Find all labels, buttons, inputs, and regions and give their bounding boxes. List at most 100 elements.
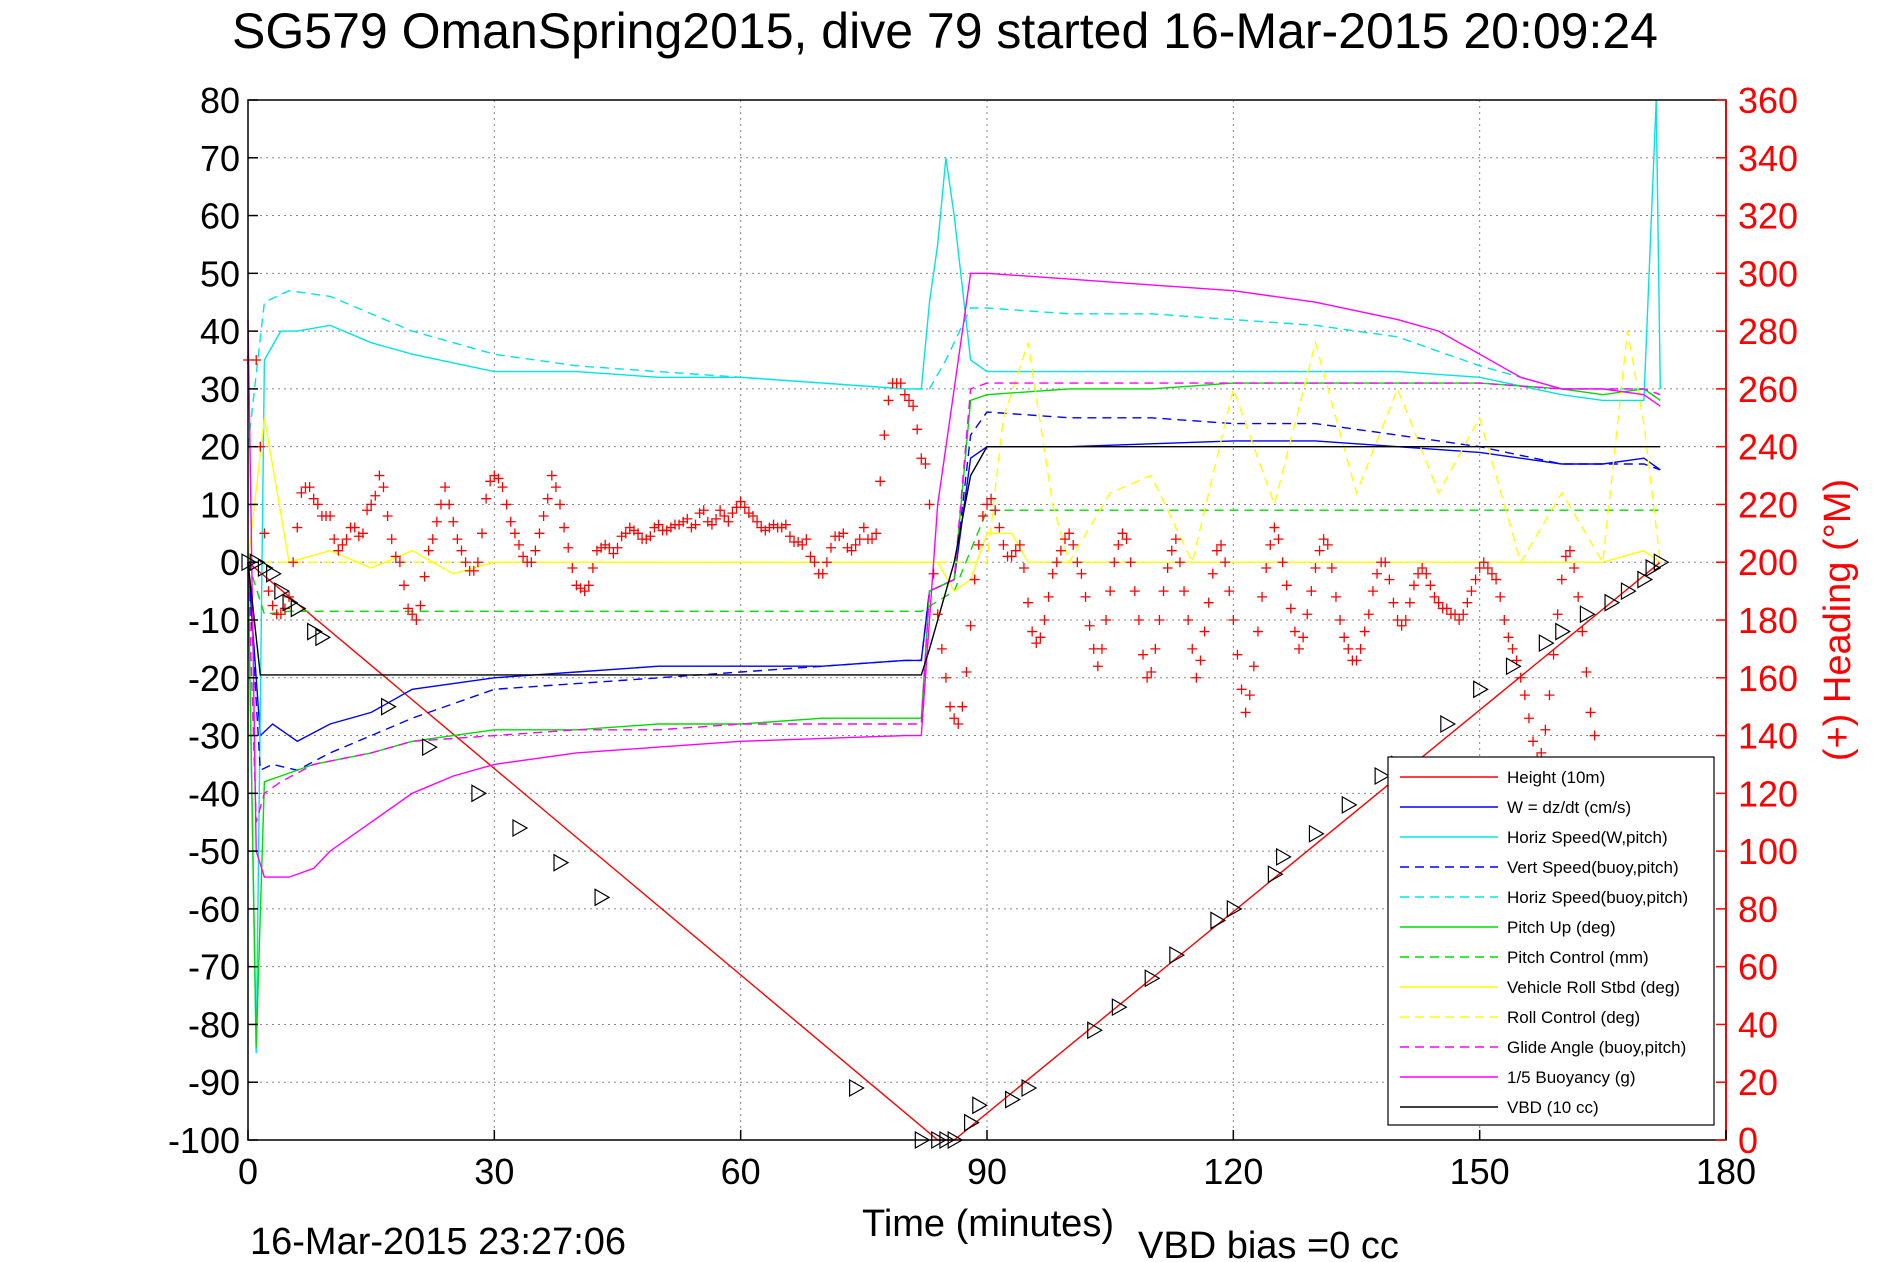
height-marker: [849, 1078, 865, 1098]
x-tick-label: 120: [1203, 1151, 1263, 1192]
heading-point: [846, 545, 857, 556]
height-marker: [1276, 847, 1292, 866]
heading-point: [1027, 626, 1038, 637]
heading-point: [349, 522, 360, 533]
heading-point: [1068, 539, 1079, 550]
height-marker: [1473, 680, 1489, 699]
heading-point: [903, 395, 914, 406]
y-axis-left: 80 70 60 50 40 30 20 10 0 -10 -20 -30 -40 -50 -60 -70 -8…: [168, 80, 258, 1161]
legend-label: Height (10m): [1507, 768, 1605, 787]
heading-point: [534, 528, 545, 539]
legend-label: Roll Control (deg): [1507, 1008, 1640, 1027]
heading-point: [723, 516, 734, 527]
x-tick-label: 30: [474, 1151, 514, 1192]
heading-point: [546, 470, 557, 481]
heading-point: [1400, 615, 1411, 625]
heading-point: [1060, 534, 1071, 545]
heading-point: [998, 539, 1009, 550]
legend-label: Pitch Up (deg): [1507, 918, 1616, 937]
height-marker: [241, 553, 258, 572]
heading-point: [706, 519, 717, 530]
y2-tick-label: 240: [1738, 427, 1798, 468]
heading-point: [407, 609, 418, 620]
heading-point: [1441, 603, 1452, 614]
heading-point: [370, 490, 381, 501]
heading-point: [333, 545, 344, 556]
heading-point: [936, 643, 947, 654]
heading-point: [1573, 591, 1584, 602]
heading-point: [797, 539, 808, 550]
heading-point: [419, 571, 430, 582]
heading-point: [1265, 539, 1276, 550]
height-marker: [274, 582, 291, 601]
heading-point: [1211, 545, 1222, 556]
series-line: [247, 99, 1661, 1054]
heading-point: [386, 534, 397, 545]
heading-point: [1064, 528, 1075, 539]
height-marker: [963, 1113, 980, 1132]
heading-point: [1006, 551, 1017, 562]
heading-point: [1417, 563, 1428, 573]
y2-tick-label: 320: [1738, 196, 1798, 237]
heading-point: [456, 545, 467, 556]
heading-point: [821, 557, 832, 568]
heading-point: [1544, 690, 1555, 701]
heading-point: [1133, 615, 1144, 625]
heading-point: [719, 511, 730, 521]
heading-point: [620, 528, 631, 539]
height-marker: [1226, 899, 1243, 918]
heading-point: [1515, 672, 1526, 683]
heading-point: [965, 620, 976, 631]
heading-point: [1010, 545, 1021, 556]
y2-axis-label: (+) Heading (°M): [1817, 479, 1859, 761]
heading-point: [1343, 643, 1354, 654]
heading-point: [1314, 545, 1325, 556]
heading-point: [1404, 597, 1415, 608]
heading-point: [329, 534, 340, 545]
y-tick-label: 50: [200, 253, 240, 294]
heading-point: [1298, 632, 1309, 643]
height-marker: [1111, 998, 1128, 1017]
heading-point: [1380, 557, 1391, 568]
heading-point: [493, 473, 504, 484]
heading-point: [1326, 563, 1337, 573]
heading-point: [1261, 563, 1272, 573]
height-marker: [1555, 622, 1571, 641]
y2-tick-label: 120: [1738, 773, 1798, 814]
legend-label: Vehicle Roll Stbd (deg): [1507, 978, 1680, 997]
heading-point: [973, 539, 984, 550]
heading-point: [399, 580, 410, 591]
heading-point: [784, 531, 795, 542]
height-marker: [1645, 558, 1662, 578]
y2-tick-label: 60: [1738, 947, 1778, 988]
chart-title: SG579 OmanSpring2015, dive 79 started 16…: [232, 3, 1658, 59]
heading-point: [1425, 580, 1436, 591]
legend-box: [1387, 756, 1715, 1126]
heading-point: [1556, 574, 1567, 585]
heading-point: [1277, 557, 1288, 568]
heading-point: [883, 395, 894, 406]
heading-point: [711, 513, 722, 524]
heading-point: [957, 701, 968, 712]
heading-point: [1569, 563, 1580, 573]
heading-point: [1179, 586, 1190, 597]
x-tick-label: 150: [1450, 1151, 1510, 1192]
heading-point: [780, 519, 791, 530]
heading-point: [1150, 643, 1161, 654]
heading-point: [879, 430, 890, 441]
heading-point: [1084, 620, 1095, 631]
heading-point: [653, 519, 664, 530]
heading-point: [1581, 667, 1592, 677]
heading-point: [727, 508, 738, 519]
heading-point: [1528, 736, 1539, 747]
heading-point: [1491, 574, 1502, 585]
height-marker: [1087, 1021, 1103, 1040]
height-marker: [1604, 593, 1621, 612]
heading-point: [969, 574, 980, 585]
heading-point: [986, 493, 997, 504]
heading-point: [895, 378, 906, 389]
heading-point: [1454, 615, 1465, 625]
heading-point: [871, 528, 882, 539]
heading-point: [1232, 649, 1243, 660]
heading-point: [875, 476, 886, 487]
